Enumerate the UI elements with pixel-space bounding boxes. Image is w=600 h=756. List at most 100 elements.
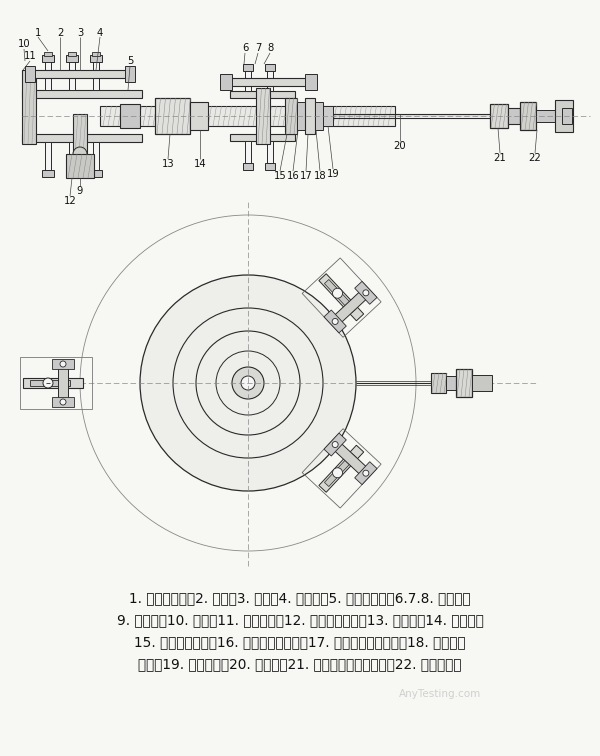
Bar xyxy=(243,163,253,170)
Text: 接帽；19. 导压出口；20. 导压管；21. 外连接六角固定螺母；22. 外连接螺纹: 接帽；19. 导压出口；20. 导压管；21. 外连接六角固定螺母；22. 外连… xyxy=(138,657,462,671)
Circle shape xyxy=(332,442,338,448)
Bar xyxy=(230,134,295,141)
Circle shape xyxy=(363,290,369,296)
Bar xyxy=(446,376,456,390)
Text: 16: 16 xyxy=(287,171,299,181)
Bar xyxy=(42,55,54,62)
Bar xyxy=(265,163,275,170)
Text: 11: 11 xyxy=(23,51,37,61)
Bar xyxy=(73,114,87,154)
Bar xyxy=(265,64,275,71)
Bar xyxy=(220,74,232,90)
Circle shape xyxy=(60,361,66,367)
Circle shape xyxy=(241,376,255,390)
Circle shape xyxy=(140,275,356,491)
Bar xyxy=(100,106,395,126)
Bar xyxy=(22,90,142,98)
Bar xyxy=(267,141,273,163)
Bar xyxy=(69,60,75,90)
Bar xyxy=(325,453,356,487)
Text: 8: 8 xyxy=(267,43,273,53)
Text: 4: 4 xyxy=(97,28,103,38)
Bar xyxy=(30,70,130,78)
Bar xyxy=(225,78,310,86)
Bar xyxy=(536,110,566,122)
Bar xyxy=(22,70,36,144)
Bar xyxy=(324,433,346,456)
Circle shape xyxy=(232,367,264,399)
Bar xyxy=(93,142,99,171)
Circle shape xyxy=(43,378,53,388)
Text: 5: 5 xyxy=(127,56,133,66)
Text: 15: 15 xyxy=(274,171,286,181)
Text: 21: 21 xyxy=(494,153,506,163)
Bar xyxy=(355,462,377,485)
Bar xyxy=(120,104,140,128)
Bar xyxy=(243,64,253,71)
Bar xyxy=(190,102,208,130)
Bar xyxy=(555,100,573,132)
Circle shape xyxy=(73,147,87,161)
Bar xyxy=(20,357,92,409)
Text: 1. 上固定螺母；2. 手柄；3. 螺杆；4. 手柄帽；5. 下固定螺母；6.7.8. 同心槽；: 1. 上固定螺母；2. 手柄；3. 螺杆；4. 手柄帽；5. 下固定螺母；6.7… xyxy=(129,591,471,605)
Bar xyxy=(319,274,364,321)
Bar xyxy=(472,375,492,391)
Bar xyxy=(334,291,367,323)
Circle shape xyxy=(332,318,338,324)
Bar xyxy=(25,66,35,82)
Bar xyxy=(66,170,78,177)
Bar xyxy=(285,98,297,134)
Circle shape xyxy=(332,468,343,478)
Bar xyxy=(305,98,315,134)
Bar xyxy=(315,102,323,130)
Bar xyxy=(44,52,52,56)
Text: 7: 7 xyxy=(255,43,261,53)
Bar xyxy=(297,102,305,130)
Circle shape xyxy=(363,470,369,476)
Bar xyxy=(323,106,333,126)
Text: 6: 6 xyxy=(242,43,248,53)
Text: 19: 19 xyxy=(326,169,340,179)
Bar xyxy=(52,397,74,407)
Bar xyxy=(325,280,356,313)
Text: 9: 9 xyxy=(77,186,83,196)
Bar xyxy=(42,170,54,177)
Bar xyxy=(245,141,251,163)
Bar xyxy=(256,88,270,144)
Bar xyxy=(319,445,364,492)
Bar xyxy=(302,429,381,508)
Text: 3: 3 xyxy=(77,28,83,38)
Bar xyxy=(69,142,75,171)
Bar xyxy=(508,108,520,124)
Bar xyxy=(66,154,94,178)
Text: 1: 1 xyxy=(35,28,41,38)
Text: 20: 20 xyxy=(394,141,406,151)
Text: 15. 导压槽固定罩；16. 导压杆连接螺纹；17. 导压杆六角连接帽；18. 导压杆连: 15. 导压槽固定罩；16. 导压杆连接螺纹；17. 导压杆六角连接帽；18. … xyxy=(134,635,466,649)
Bar xyxy=(68,52,76,56)
Bar xyxy=(45,60,51,90)
Text: 10: 10 xyxy=(17,39,31,49)
Text: 14: 14 xyxy=(194,159,206,169)
Circle shape xyxy=(332,288,343,298)
Bar xyxy=(92,52,100,56)
Bar xyxy=(267,69,273,91)
Text: 17: 17 xyxy=(299,171,313,181)
Text: 22: 22 xyxy=(529,153,541,163)
Bar xyxy=(334,443,367,475)
Bar xyxy=(23,378,83,388)
Circle shape xyxy=(60,399,66,405)
Bar xyxy=(324,310,346,333)
Bar xyxy=(155,98,190,134)
Bar xyxy=(431,373,446,393)
Bar xyxy=(45,142,51,171)
Bar xyxy=(456,369,472,397)
Bar xyxy=(230,91,295,98)
Bar xyxy=(562,108,572,124)
Text: 9. 中心杆；10. 压板；11. 外固定杆；12. 下固定螺母帽；13. 法兰盘；14. 导压槽；: 9. 中心杆；10. 压板；11. 外固定杆；12. 下固定螺母帽；13. 法兰… xyxy=(116,613,484,627)
Bar xyxy=(245,69,251,91)
Bar xyxy=(490,104,508,128)
Bar xyxy=(90,55,102,62)
Bar xyxy=(30,380,70,386)
Bar xyxy=(305,74,317,90)
Bar xyxy=(520,102,536,130)
